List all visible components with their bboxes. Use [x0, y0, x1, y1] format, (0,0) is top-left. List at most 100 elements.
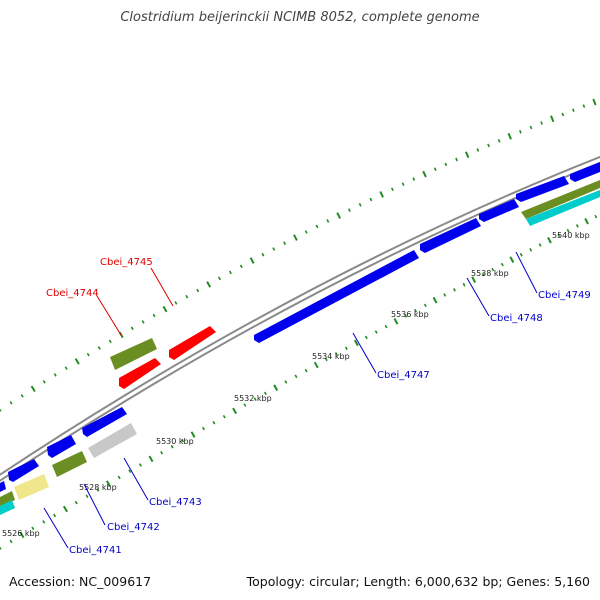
- minor-tick: [476, 148, 480, 152]
- gene-arrow[interactable]: [47, 435, 76, 458]
- minor-tick: [487, 143, 490, 148]
- feature-yellow[interactable]: [14, 474, 49, 500]
- feature-cyan[interactable]: [0, 500, 15, 515]
- major-tick: [249, 257, 255, 264]
- gene-arrow[interactable]: [254, 250, 419, 343]
- gene-label-cbei-4749[interactable]: Cbei_4749: [538, 290, 591, 301]
- red-features: [119, 326, 216, 389]
- inner-tick-ring: [0, 214, 598, 550]
- olive-features: [0, 180, 600, 507]
- major-tick: [206, 281, 212, 288]
- feature-olive[interactable]: [110, 338, 157, 370]
- gene-arrow[interactable]: [570, 160, 600, 182]
- gene-arrow[interactable]: [8, 459, 39, 482]
- minor-tick: [374, 330, 378, 334]
- minor-tick: [557, 233, 561, 238]
- feature-olive[interactable]: [0, 491, 15, 507]
- kbp-label: 5534 kbp: [312, 352, 350, 361]
- major-tick: [379, 191, 384, 198]
- major-tick: [30, 385, 36, 393]
- kbp-label: 5538 kbp: [471, 269, 509, 278]
- gene-arrow[interactable]: [420, 218, 481, 253]
- minor-tick: [42, 380, 46, 384]
- minor-tick: [117, 475, 121, 480]
- gene-label-cbei-4747[interactable]: Cbei_4747: [377, 370, 430, 381]
- minor-tick: [519, 130, 522, 134]
- major-tick: [464, 151, 470, 159]
- map-title: Clostridium beijerinckii NCIMB 8052, com…: [120, 10, 480, 25]
- gene-label-cbei-4745[interactable]: Cbei_4745: [100, 257, 153, 268]
- minor-tick: [9, 539, 13, 544]
- minor-tick: [575, 224, 579, 228]
- minor-tick: [594, 214, 598, 219]
- minor-tick: [181, 438, 185, 443]
- minor-tick: [284, 380, 288, 384]
- major-tick: [584, 217, 589, 225]
- feature-cyan[interactable]: [526, 190, 600, 226]
- minor-tick: [561, 112, 565, 117]
- minor-tick: [444, 162, 448, 167]
- kbp-scale-labels: 5526 kbp 5528 kbp 5530 kbp 5532 kbp 5534…: [2, 231, 590, 538]
- gene-label-cbei-4744[interactable]: Cbei_4744: [46, 288, 99, 299]
- major-tick: [148, 455, 154, 463]
- gene-arrow-red[interactable]: [169, 326, 216, 360]
- minor-tick: [294, 374, 298, 379]
- feature-olive[interactable]: [521, 180, 600, 219]
- label-leaders: [43, 251, 538, 549]
- major-tick: [74, 358, 80, 365]
- feature-grey[interactable]: [88, 423, 137, 458]
- minor-tick: [384, 324, 388, 329]
- major-tick: [106, 480, 111, 487]
- minor-tick: [20, 394, 24, 398]
- minor-tick: [364, 335, 368, 340]
- minor-tick: [243, 403, 247, 407]
- gene-arrow-red[interactable]: [119, 358, 161, 389]
- gene-arrow[interactable]: [0, 481, 6, 492]
- gene-arrow[interactable]: [479, 199, 519, 222]
- minor-tick: [152, 313, 156, 318]
- minor-tick: [272, 247, 276, 251]
- major-tick: [509, 256, 515, 263]
- major-tick: [422, 170, 427, 178]
- accession-text: Accession: NC_009617: [9, 574, 152, 589]
- minor-tick: [497, 138, 501, 143]
- minor-tick: [443, 293, 447, 297]
- major-tick: [162, 305, 168, 313]
- gene-label-cbei-4742[interactable]: Cbei_4742: [107, 522, 160, 533]
- major-tick: [62, 505, 68, 513]
- minor-tick: [130, 326, 134, 331]
- minor-tick: [481, 272, 485, 277]
- minor-tick: [462, 282, 466, 287]
- minor-tick: [540, 121, 543, 125]
- minor-tick: [334, 352, 338, 356]
- minor-tick: [491, 267, 495, 272]
- minor-tick: [253, 397, 257, 401]
- minor-tick: [519, 252, 523, 257]
- minor-tick: [85, 494, 89, 499]
- minor-tick: [138, 463, 142, 467]
- minor-tick: [261, 252, 265, 257]
- minor-tick: [414, 308, 418, 313]
- major-tick: [507, 132, 512, 140]
- gene-arrow[interactable]: [516, 176, 569, 202]
- gene-label-cbei-4748[interactable]: Cbei_4748: [490, 313, 543, 324]
- gene-label-cbei-4741[interactable]: Cbei_4741: [69, 545, 122, 556]
- gene-label-cbei-4743[interactable]: Cbei_4743: [149, 497, 202, 508]
- minor-tick: [108, 339, 112, 344]
- feature-olive[interactable]: [52, 451, 87, 477]
- minor-tick: [97, 346, 101, 350]
- minor-tick: [218, 276, 221, 281]
- major-tick: [547, 236, 552, 244]
- major-tick: [353, 339, 359, 347]
- minor-tick: [347, 208, 351, 212]
- major-tick: [336, 212, 341, 219]
- major-tick: [293, 234, 298, 241]
- minor-tick: [324, 357, 328, 362]
- minor-tick: [304, 368, 308, 373]
- minor-tick: [228, 270, 232, 275]
- minor-tick: [452, 288, 456, 292]
- minor-tick: [369, 197, 373, 202]
- gene-arrow[interactable]: [82, 407, 127, 437]
- major-tick: [313, 361, 319, 369]
